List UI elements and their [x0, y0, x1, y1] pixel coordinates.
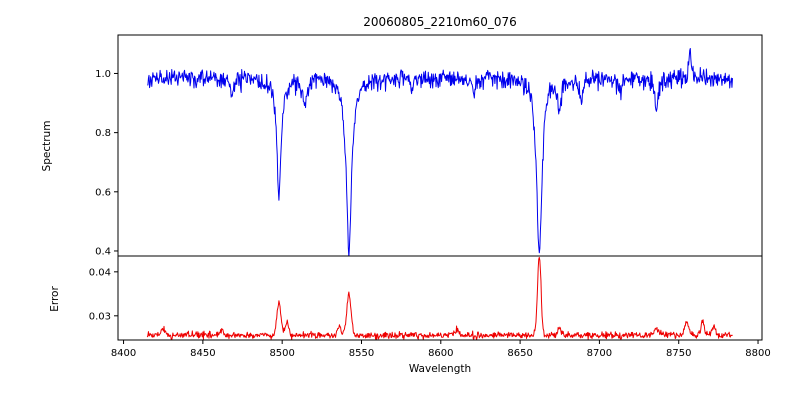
y-tick-label: 0.6 — [95, 187, 111, 198]
spectrum-series-line — [147, 47, 733, 256]
y-tick-label: 0.04 — [89, 267, 111, 278]
x-tick-label: 8500 — [269, 348, 294, 359]
x-tick-label: 8750 — [666, 348, 691, 359]
x-tick-label: 8800 — [745, 348, 770, 359]
x-tick-label: 8550 — [349, 348, 374, 359]
x-tick-label: 8650 — [507, 348, 532, 359]
x-axis-label: Wavelength — [408, 363, 472, 375]
y-tick-label: 0.03 — [89, 311, 111, 322]
error-series-line — [146, 256, 733, 340]
x-tick-label: 8400 — [111, 348, 136, 359]
x-tick-label: 8450 — [190, 348, 215, 359]
x-tick-label: 8700 — [587, 348, 612, 359]
x-tick-label: 8600 — [428, 348, 453, 359]
axes-frame — [117, 255, 763, 341]
y-tick-label: 1.0 — [95, 69, 111, 80]
plot-title: 20060805_2210m60_076 — [363, 15, 517, 29]
axes-frame — [117, 34, 763, 257]
y-tick-label: 0.8 — [95, 128, 111, 139]
y-tick-label: 0.4 — [95, 246, 111, 257]
